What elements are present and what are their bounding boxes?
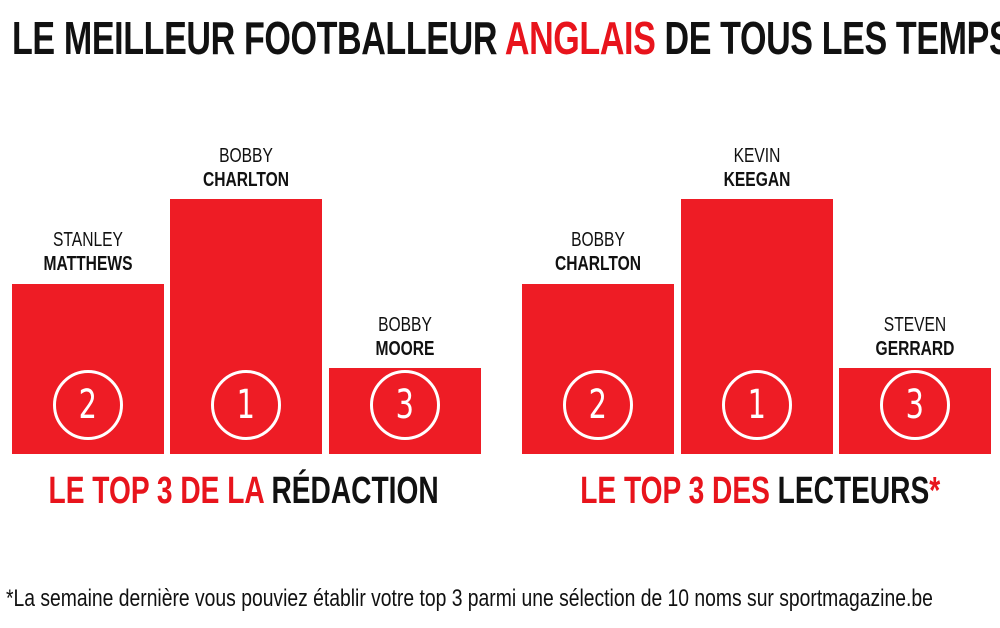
first-name: BOBBY <box>571 229 625 251</box>
podium-1-bar-1: 1 <box>170 199 322 454</box>
title-part-2: DE TOUS LES TEMPS <box>655 12 1000 64</box>
podium-2-place-1-name: KEVIN KEEGAN <box>681 144 833 192</box>
podium-2-caption: LE TOP 3 DES LECTEURS* <box>580 470 940 512</box>
podium-1-caption: LE TOP 3 DE LA RÉDACTION <box>48 470 439 512</box>
page-title: LE MEILLEUR FOOTBALLEUR ANGLAIS DE TOUS … <box>12 14 1000 62</box>
first-name: STANLEY <box>53 229 123 251</box>
footnote: *La semaine dernière vous pouviez établi… <box>6 585 933 612</box>
last-name: MATTHEWS <box>43 253 133 275</box>
podium-1-place-1-name: BOBBY CHARLTON <box>170 144 322 192</box>
podium-2-place-2-name: BOBBY CHARLTON <box>522 228 674 276</box>
last-name: MOORE <box>375 338 435 360</box>
podium-1-bar-2: 2 <box>12 284 164 454</box>
rank-badge: 3 <box>880 370 950 440</box>
podium-1-bar-3: 3 <box>329 368 481 454</box>
rank-badge: 2 <box>53 370 123 440</box>
last-name: KEEGAN <box>723 169 791 191</box>
title-accent: ANGLAIS <box>504 12 656 64</box>
last-name: CHARLTON <box>554 253 642 275</box>
podium-2-place-3-name: STEVEN GERRARD <box>839 313 991 361</box>
rank-badge: 1 <box>211 370 281 440</box>
last-name: CHARLTON <box>202 169 290 191</box>
podium-1-place-3-name: BOBBY MOORE <box>329 313 481 361</box>
rank-badge: 2 <box>563 370 633 440</box>
podium-2-bar-2: 2 <box>522 284 674 454</box>
first-name: STEVEN <box>883 314 947 336</box>
last-name: GERRARD <box>875 338 955 360</box>
title-part-1: LE MEILLEUR FOOTBALLEUR <box>12 12 505 64</box>
podium-2-bar-1: 1 <box>681 199 833 454</box>
first-name: BOBBY <box>219 145 273 167</box>
first-name: KEVIN <box>733 145 781 167</box>
podium-1-place-2-name: STANLEY MATTHEWS <box>12 228 164 276</box>
first-name: BOBBY <box>378 314 432 336</box>
rank-badge: 3 <box>370 370 440 440</box>
podium-2-bar-3: 3 <box>839 368 991 454</box>
rank-badge: 1 <box>722 370 792 440</box>
